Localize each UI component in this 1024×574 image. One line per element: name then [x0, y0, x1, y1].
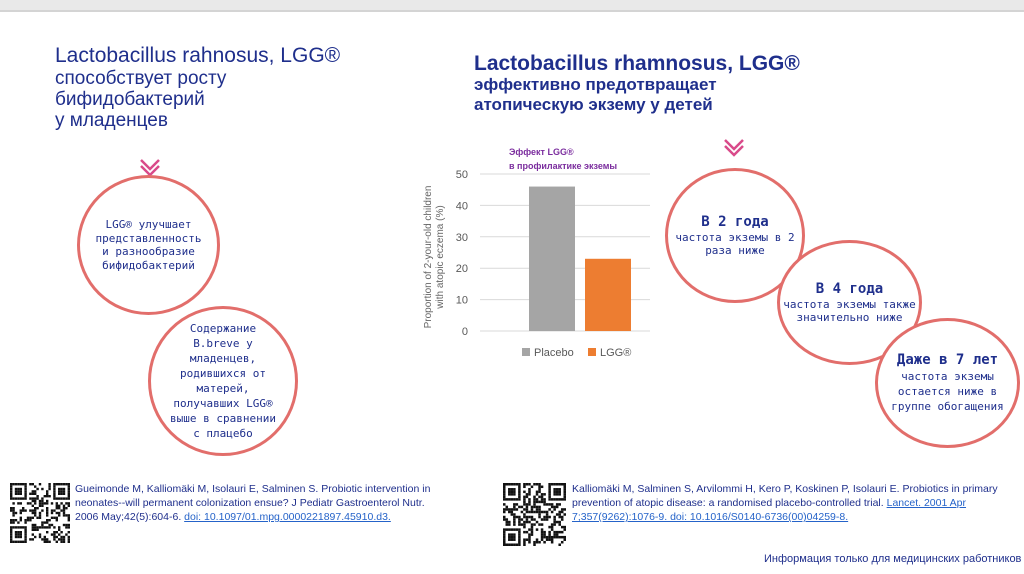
circle-2-years-text: частота экземы в 2 раза ниже — [675, 231, 795, 257]
chart-y-tick-label: 40 — [456, 200, 468, 212]
circle-2-years: В 2 года частота экземы в 2 раза ниже — [665, 168, 805, 303]
circle-7-years: Даже в 7 лет частота экземы остается ниж… — [875, 318, 1020, 448]
chart-bars — [529, 186, 631, 331]
left-title-line4: у младенцев — [55, 110, 168, 131]
chart-legend-swatch — [522, 348, 530, 356]
circle-2-years-title: В 2 года — [701, 214, 769, 230]
reference-2: Kalliomäki M, Salminen S, Arvilommi H, K… — [572, 482, 1017, 524]
top-bar — [0, 0, 1024, 12]
circle-7-years-title: Даже в 7 лет — [896, 352, 999, 368]
right-title: Lactobacillus rhamnosus, LGG® эффективно… — [474, 52, 914, 115]
chart-bar-lgg — [585, 258, 631, 331]
left-title-line3: бифидобактерий — [55, 89, 205, 110]
chart-y-ticks: 0 10 20 30 40 50 — [456, 169, 468, 338]
circle-4-years-title: В 4 года — [815, 281, 884, 297]
circle-b-breve: Содержание B.breve у младенцев, родивших… — [148, 306, 298, 456]
right-title-line1: Lactobacillus rhamnosus, LGG® — [474, 52, 800, 75]
chart-y-tick-label: 10 — [456, 295, 468, 307]
reference-1: Gueimonde M, Kalliomäki M, Isolauri E, S… — [75, 482, 435, 524]
chart-y-tick-label: 0 — [462, 326, 468, 338]
circle-4-years: В 4 года частота экземы также значительн… — [777, 240, 922, 365]
left-title: Lactobacillus rahnosus, LGG® способствуе… — [55, 44, 435, 131]
footer-note: Информация только для медицинских работн… — [764, 553, 1022, 565]
chart-legend-label: LGG® — [600, 347, 631, 359]
circle-lgg-improves: LGG® улучшает представленность и разнооб… — [77, 175, 220, 315]
chart-header-line1: Эффект LGG® — [509, 147, 574, 157]
reference-1-text: Gueimonde M, Kalliomäki M, Isolauri E, S… — [75, 483, 431, 523]
chevron-down-icon — [724, 139, 744, 157]
chart-ylabel-line1: Proportion of 2-your-old children — [423, 186, 434, 329]
reference-1-link[interactable]: doi: 10.1097/01.mpg.0000221897.45910.d3. — [184, 511, 391, 523]
left-title-line2: способствует росту — [55, 68, 227, 89]
right-title-line2: эффективно предотвращает — [474, 75, 717, 94]
circle-4-years-text: частота экземы также значительно ниже — [783, 298, 916, 324]
chart-legend-swatch — [588, 348, 596, 356]
chart-bar-placebo — [529, 186, 575, 331]
chart-y-tick-label: 20 — [456, 263, 468, 275]
right-title-line3: атопическую экзему у детей — [474, 95, 713, 114]
chart-header-line2: в профилактике экземы — [509, 161, 618, 171]
chart-header: Эффект LGG® в профилактике экземы — [509, 145, 617, 173]
eczema-bar-chart: 0 10 20 30 40 50 Proportion of 2-your-old chi… — [423, 169, 650, 359]
chart-legend-label: Placebo — [534, 347, 574, 359]
qr-code-icon[interactable] — [10, 483, 70, 543]
qr-code-icon[interactable] — [503, 483, 566, 546]
chart-y-tick-label: 50 — [456, 169, 468, 181]
chart-y-tick-label: 30 — [456, 232, 468, 244]
chart-ylabel-line2: with atopic eczema (%) — [435, 205, 446, 309]
reference-2-link[interactable]: Lancet. 2001 Apr 7;357(9262):1076-9. doi… — [572, 497, 967, 523]
chart-legend: Placebo LGG® — [522, 347, 631, 359]
circle-b-breve-text: Содержание B.breve у младенцев, родивших… — [170, 322, 276, 440]
circle-lgg-improves-text: LGG® улучшает представленность и разнооб… — [95, 218, 202, 272]
reference-2-text: Kalliomäki M, Salminen S, Arvilommi H, K… — [572, 483, 998, 509]
circle-7-years-text: частота экземы остается ниже в группе об… — [891, 370, 1004, 413]
left-title-line1: Lactobacillus rahnosus, LGG® — [55, 44, 341, 67]
